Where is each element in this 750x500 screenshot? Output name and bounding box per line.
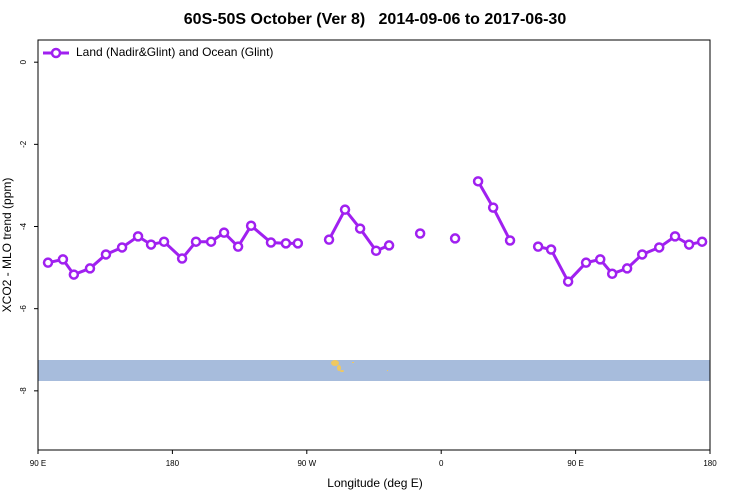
point	[562, 276, 574, 287]
point	[84, 263, 96, 274]
point	[339, 204, 351, 215]
y-tick-label: 0	[19, 59, 28, 64]
x-axis-label: Longitude (deg E)	[327, 476, 422, 490]
chart-title: 60S-50S October (Ver 8) 2014-09-06 to 20…	[184, 11, 567, 28]
point	[176, 253, 188, 264]
y-tick-label: -8	[19, 387, 28, 395]
point	[116, 242, 128, 253]
x-tick-label: 180	[166, 459, 180, 468]
point	[532, 241, 544, 252]
point	[158, 236, 170, 247]
point	[145, 239, 157, 250]
point	[383, 240, 395, 251]
point	[323, 234, 335, 245]
point	[621, 263, 633, 274]
land-patch	[337, 365, 341, 371]
ocean-band	[38, 360, 710, 381]
point	[594, 254, 606, 265]
land-patch	[387, 370, 388, 371]
legend-label: Land (Nadir&Glint) and Ocean (Glint)	[76, 45, 273, 59]
point	[580, 257, 592, 268]
point	[245, 220, 257, 231]
map-strip	[38, 360, 710, 381]
point	[100, 249, 112, 260]
point	[545, 244, 557, 255]
point	[292, 238, 304, 249]
point	[414, 228, 426, 239]
x-tick-label: 0	[439, 459, 444, 468]
point	[42, 257, 54, 268]
land-patch	[331, 360, 339, 366]
x-tick-label: 180	[703, 459, 717, 468]
x-tick-label: 90 E	[30, 459, 46, 468]
point	[669, 231, 681, 242]
point	[449, 233, 461, 244]
point	[696, 236, 708, 247]
y-axis-label: XCO2 - MLO trend (ppm)	[0, 178, 14, 313]
point	[606, 268, 618, 280]
point	[218, 227, 230, 238]
point	[132, 231, 144, 242]
plot-frame	[37, 39, 711, 451]
x-tick-label: 90 W	[297, 459, 316, 468]
series-line	[47, 180, 703, 285]
point	[68, 269, 80, 280]
land-patch	[340, 370, 344, 372]
point	[653, 242, 665, 253]
land-patch	[352, 362, 354, 363]
point	[354, 223, 366, 234]
point	[504, 235, 516, 246]
point	[683, 239, 695, 250]
y-tick-label: -6	[19, 305, 28, 313]
point	[232, 241, 244, 252]
point	[205, 236, 217, 247]
point	[57, 254, 69, 265]
point	[370, 245, 382, 257]
point	[472, 176, 484, 187]
point	[280, 238, 292, 249]
y-tick-label: -4	[19, 222, 28, 230]
point	[190, 236, 202, 247]
point	[265, 237, 277, 248]
point	[487, 202, 499, 213]
x-tick-label: 90 E	[567, 459, 583, 468]
point	[636, 249, 648, 260]
legend-marker	[50, 47, 62, 59]
y-tick-label: -2	[19, 140, 28, 148]
